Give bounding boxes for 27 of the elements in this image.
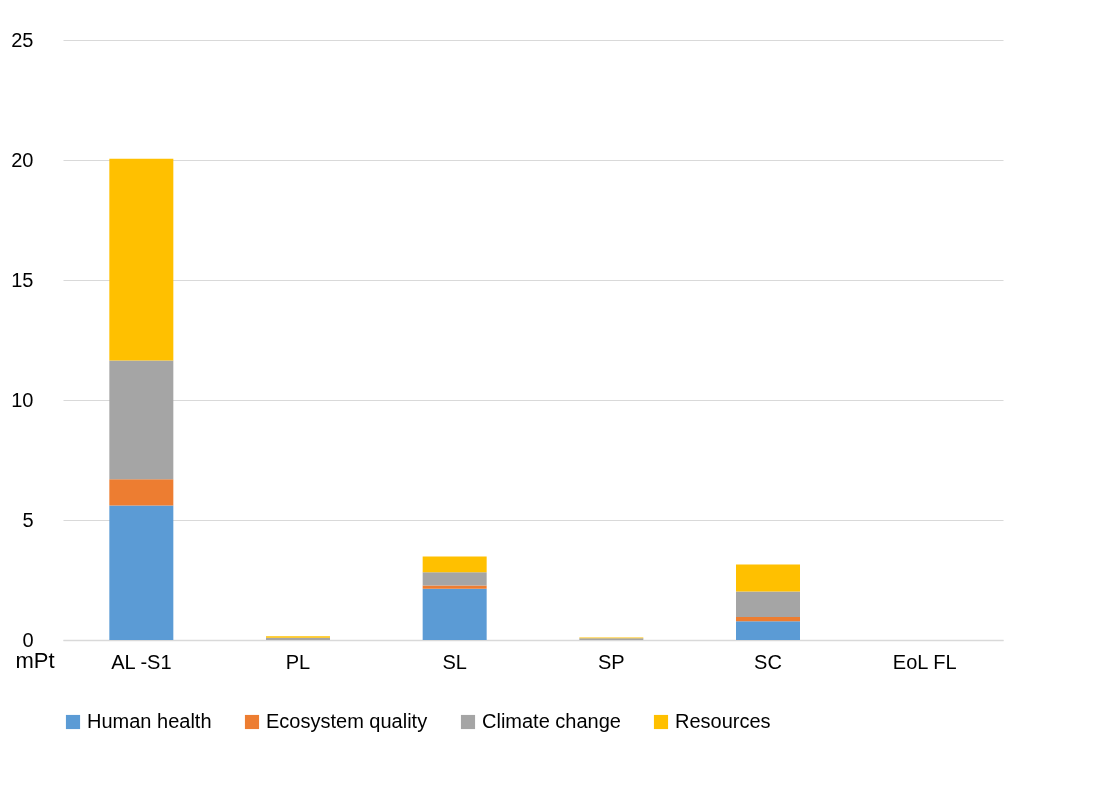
x-tick-label: SC [754,650,782,673]
bar [422,585,487,589]
bar [736,621,800,640]
y-tick-label: 5 [22,508,34,531]
bar [109,158,174,361]
bar [109,360,174,480]
bar [736,564,800,592]
x-tick-label: SL [442,650,467,673]
legend-label: Ecosystem quality [266,710,428,732]
y-tick-label: 20 [11,148,34,171]
x-tick-label: EoL FL [892,650,957,673]
bar [422,588,487,640]
bar [109,505,174,640]
legend-label: Human health [87,710,212,732]
legend-label: Resources [675,710,771,732]
bar [736,591,800,617]
bar [422,572,487,586]
x-tick-label: PL [285,650,311,673]
bar [422,556,487,573]
x-tick-label: SP [597,650,625,673]
bar [109,479,174,506]
bar [736,616,800,622]
legend-label: Climate change [482,710,621,732]
x-tick-label: AL -S1 [111,650,172,673]
y-tick-label: 15 [11,268,34,291]
y-tick-label: 25 [11,28,34,51]
y-tick-label: 10 [11,388,34,411]
